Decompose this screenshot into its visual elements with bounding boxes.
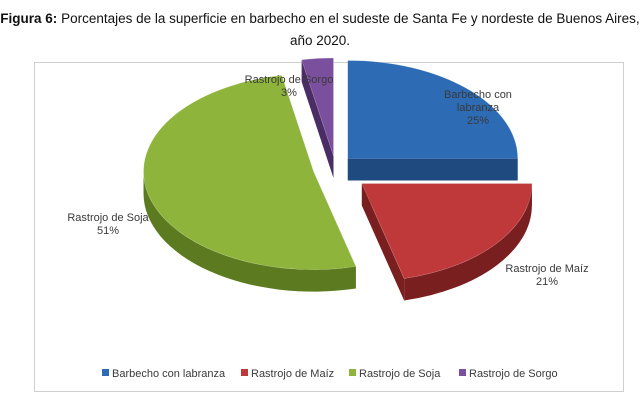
legend-swatch-barbecho-con-labranza (102, 369, 109, 376)
legend-label-barbecho-con-labranza: Barbecho con labranza (112, 368, 226, 380)
pie-side-rastrojo-de-maiz (404, 183, 532, 301)
legend-label-rastrojo-de-soja: Rastrojo de Soja (359, 368, 441, 380)
slice-label-rastrojo-de-soja: Rastrojo de Soja 51% (67, 212, 149, 237)
legend-swatch-rastrojo-de-sorgo (459, 369, 466, 376)
figure-caption: Figura 6: Porcentajes de la superficie e… (0, 8, 640, 52)
pie-wall-rastrojo-de-maiz (361, 183, 405, 301)
legend-swatch-rastrojo-de-soja (349, 369, 356, 376)
pie-slice-rastrojo-de-sorgo (301, 57, 334, 157)
pie-slice-barbecho-con-labranza (347, 60, 519, 159)
pie-slice-rastrojo-de-maiz (361, 183, 533, 279)
pie-wall-rastrojo-de-sorgo (301, 59, 334, 179)
legend-label-rastrojo-de-sorgo: Rastrojo de Sorgo (469, 368, 558, 380)
figure-title-line2: año 2020. (289, 33, 351, 48)
legend-swatch-rastrojo-de-maiz (241, 369, 248, 376)
pie-slice-rastrojo-de-soja (143, 75, 357, 270)
figure-label: Figura 6: (0, 11, 58, 26)
slice-label-barbecho-con-labranza: Barbecho con labranza 25% (444, 89, 512, 127)
slice-label-rastrojo-de-sorgo: Rastrojo de Sorgo 3% (245, 74, 334, 99)
slice-label-rastrojo-de-maiz: Rastrojo de Maíz 21% (505, 263, 588, 288)
legend-label-rastrojo-de-maiz: Rastrojo de Maíz (251, 368, 334, 380)
pie-wall-barbecho-con-labranza (347, 158, 518, 181)
figure-title-line1: Porcentajes de la superficie en barbecho… (57, 11, 640, 26)
pie-side-rastrojo-de-soja (143, 171, 356, 292)
